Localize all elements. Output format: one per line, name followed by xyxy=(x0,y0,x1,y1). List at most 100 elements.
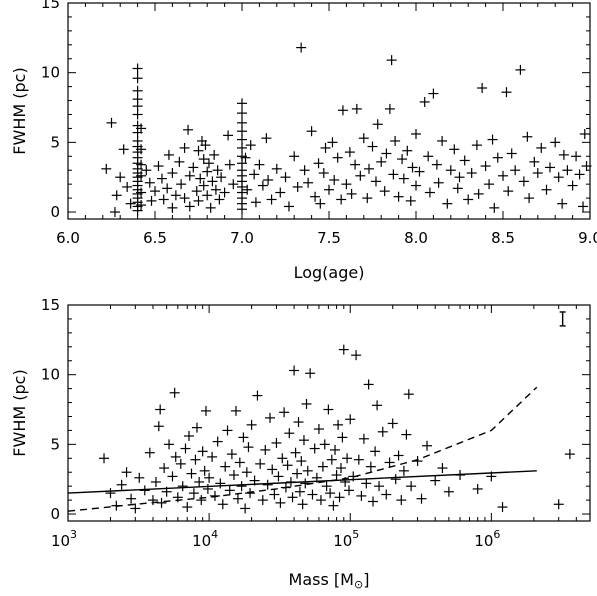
data-point xyxy=(515,64,526,75)
data-point xyxy=(179,142,190,153)
data-point xyxy=(501,87,512,98)
data-point xyxy=(118,144,129,155)
data-point xyxy=(271,437,282,448)
data-point xyxy=(342,453,353,464)
data-point xyxy=(237,117,247,128)
data-point xyxy=(344,147,355,158)
data-point xyxy=(498,170,508,181)
data-point xyxy=(384,103,395,114)
data-point xyxy=(292,181,303,192)
data-point xyxy=(105,488,116,499)
data-point xyxy=(353,454,364,465)
data-point xyxy=(210,184,221,195)
data-point xyxy=(194,476,205,487)
data-point xyxy=(182,502,193,513)
data-point xyxy=(459,155,470,166)
data-point xyxy=(186,468,197,479)
data-point xyxy=(384,457,395,468)
data-point xyxy=(309,443,320,454)
data-point xyxy=(121,467,132,478)
data-point xyxy=(271,163,282,174)
data-point xyxy=(275,187,286,198)
data-point xyxy=(334,492,345,503)
data-point xyxy=(445,165,456,176)
data-point xyxy=(390,135,401,146)
data-point xyxy=(111,190,122,201)
data-point xyxy=(132,73,143,84)
data-point xyxy=(130,503,141,514)
data-point xyxy=(302,465,313,476)
data-point xyxy=(237,134,247,145)
data-point xyxy=(277,453,288,464)
data-point xyxy=(184,201,195,212)
data-point xyxy=(362,193,373,204)
data-point xyxy=(209,149,220,160)
data-point xyxy=(578,201,589,212)
data-point xyxy=(153,161,164,172)
data-point xyxy=(452,183,463,194)
data-point xyxy=(289,365,300,376)
data-point xyxy=(219,187,230,198)
x-tick-label: 105 xyxy=(333,528,359,550)
data-point xyxy=(199,465,210,476)
data-point xyxy=(484,179,495,190)
data-point xyxy=(407,162,418,173)
data-point xyxy=(153,421,164,432)
data-point xyxy=(310,191,321,202)
y-tick-label: 10 xyxy=(41,366,60,384)
data-point xyxy=(581,161,592,172)
data-point xyxy=(449,144,460,155)
data-point xyxy=(558,149,569,160)
top-ticks: 0 5 10 15 6.0 6.5 7.0 7.5 8.0 8.5 9.0 xyxy=(41,0,597,247)
data-point xyxy=(541,184,552,195)
data-point xyxy=(544,162,555,173)
data-point xyxy=(141,165,152,176)
data-point xyxy=(196,495,207,506)
data-point xyxy=(443,486,454,497)
data-point xyxy=(203,158,214,169)
data-point xyxy=(414,166,425,177)
data-point xyxy=(193,195,204,206)
data-point xyxy=(136,170,147,181)
y-tick-label: 0 xyxy=(50,203,60,221)
data-point xyxy=(574,169,585,180)
data-point xyxy=(305,368,316,379)
data-point xyxy=(237,142,247,153)
data-point xyxy=(177,481,188,492)
data-point xyxy=(214,194,225,205)
data-point xyxy=(99,453,110,464)
data-point xyxy=(299,165,310,176)
data-point xyxy=(279,407,290,418)
data-point xyxy=(471,140,482,151)
top-scatter-points xyxy=(101,42,592,218)
x-tick-label: 106 xyxy=(474,528,500,550)
data-point xyxy=(180,443,191,454)
data-point xyxy=(188,162,199,173)
bottom-x-axis-label-close: ] xyxy=(363,570,369,589)
data-point xyxy=(487,134,498,145)
data-point xyxy=(132,63,143,74)
data-point xyxy=(132,205,143,216)
data-point xyxy=(156,497,167,508)
data-point xyxy=(191,186,202,197)
data-point xyxy=(255,458,266,469)
data-point xyxy=(332,152,343,163)
data-point xyxy=(257,495,268,506)
data-point xyxy=(167,471,178,482)
data-point xyxy=(106,117,117,128)
data-point xyxy=(321,481,332,492)
data-point xyxy=(405,195,416,206)
data-point xyxy=(205,202,216,213)
data-point xyxy=(267,464,278,475)
data-point xyxy=(379,186,390,197)
data-point xyxy=(336,194,347,205)
data-point xyxy=(292,468,303,479)
data-point xyxy=(518,176,529,187)
data-point xyxy=(202,166,213,177)
data-point xyxy=(553,499,564,510)
data-point xyxy=(207,451,218,462)
data-point xyxy=(326,454,337,465)
data-point xyxy=(132,101,143,112)
data-point xyxy=(363,379,374,390)
data-point xyxy=(283,201,294,212)
